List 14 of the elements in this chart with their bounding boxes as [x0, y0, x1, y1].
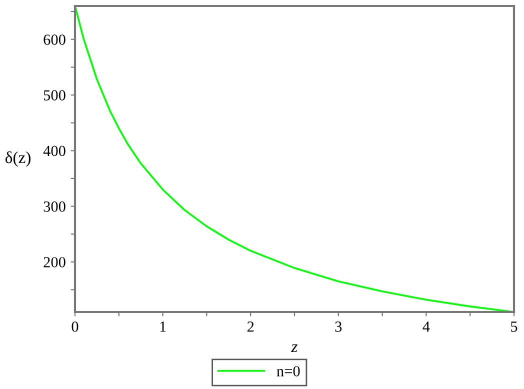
x-axis-title: z [291, 344, 298, 352]
y-tick-label: 400 [43, 146, 66, 156]
x-tick-label: 4 [422, 322, 430, 332]
x-tick-label: 1 [160, 322, 166, 332]
x-tick-label: 2 [247, 322, 254, 332]
y-tick-label: 300 [44, 201, 66, 212]
y-tick-label: 500 [44, 90, 66, 100]
legend-label: n=0 [276, 366, 300, 376]
y-tick-label: 600 [44, 34, 66, 45]
x-tick-label: 0 [72, 321, 78, 332]
x-tick-label: 3 [335, 322, 342, 332]
y-tick-label: 200 [44, 257, 66, 268]
x-tick-label: 5 [511, 322, 518, 332]
y-axis-title: δ(z) [6, 151, 30, 167]
